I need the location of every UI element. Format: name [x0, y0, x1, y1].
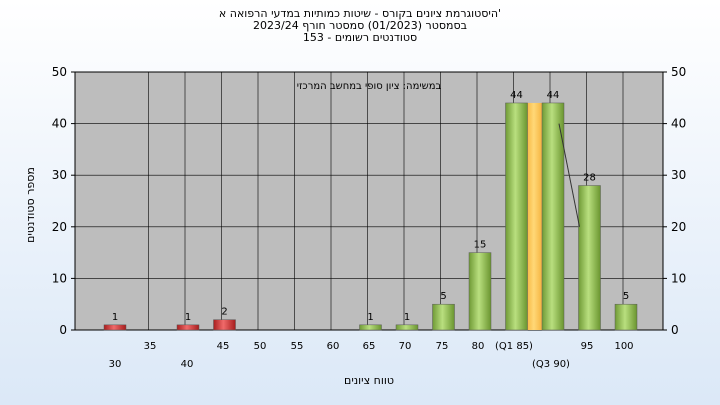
x-tick-label-lower: 30 [109, 359, 122, 370]
x-tick-label: 45 [217, 341, 230, 352]
x-tick-label: 80 [472, 341, 485, 352]
histogram-bar [614, 303, 638, 331]
bar-value-label: 1 [185, 312, 191, 323]
plot-area [74, 71, 664, 331]
chart-title-line: היסטוגרמת ציונים בקורס - שיטות כמותיות ב… [218, 7, 502, 20]
histogram-bar [505, 102, 528, 331]
x-tick-label: 60 [327, 341, 340, 352]
x-axis-title: טווח ציונים [344, 374, 394, 387]
histogram-bar [395, 324, 419, 331]
y-tick-label-right: 30 [671, 168, 686, 182]
histogram-bar [578, 185, 601, 331]
y-tick-label-right: 20 [671, 220, 686, 234]
bar-value-label: 1 [404, 312, 410, 323]
histogram-bar [432, 303, 455, 331]
y-tick-label: 20 [52, 220, 67, 234]
chart-subtitle: במשימה: ציון סופי במחשב המרכזי [297, 81, 442, 92]
x-tick-label-lower: 40 [181, 359, 194, 370]
y-tick-label-right: 0 [671, 323, 679, 337]
x-tick-label: 55 [291, 341, 304, 352]
quartile-band [525, 102, 544, 331]
x-tick-label: 35 [144, 341, 157, 352]
y-tick-label-right: 50 [671, 65, 686, 79]
bar-value-label: 5 [440, 291, 446, 302]
chart-title: היסטוגרמת ציונים בקורס - שיטות כמותיות ב… [0, 8, 720, 44]
x-tick-label: 65 [363, 341, 376, 352]
x-tick-label: 100 [614, 341, 633, 352]
histogram-bar [541, 102, 565, 331]
x-tick-label: 70 [399, 341, 412, 352]
histogram-bar [359, 324, 382, 331]
y-tick-label: 40 [52, 117, 67, 131]
bar-value-label: 15 [474, 240, 487, 251]
trend-line [558, 123, 580, 227]
y-tick-label: 50 [52, 65, 67, 79]
histogram-bar [468, 252, 492, 331]
x-tick-label: (Q1 85) [495, 341, 533, 352]
y-tick-label-right: 10 [671, 271, 686, 285]
chart-title-line: סטודנטים רשומים - 153 [302, 31, 418, 44]
y-tick-label-right: 40 [671, 117, 686, 131]
chart-title-line: בסמסטר (01/2023) סמסטר חורף 2023/24 [253, 19, 467, 32]
bar-value-label: 1 [112, 312, 118, 323]
bar-value-label: 1 [367, 312, 373, 323]
y-tick-label: 30 [52, 168, 67, 182]
x-tick-label: 50 [254, 341, 267, 352]
x-tick-label: 95 [581, 341, 594, 352]
y-axis-title: מספר סטודנטים [24, 167, 37, 243]
y-tick-label: 10 [52, 271, 67, 285]
x-tick-label-lower: (Q3 90) [532, 359, 570, 370]
histogram-bar [176, 324, 200, 331]
histogram-bar [103, 324, 127, 331]
bar-value-label: 5 [623, 291, 629, 302]
bar-value-label: 2 [221, 307, 227, 318]
histogram-bar [213, 319, 236, 331]
x-tick-label: 75 [436, 341, 449, 352]
y-tick-label: 0 [59, 323, 67, 337]
bar-value-label: 28 [583, 173, 596, 184]
bar-value-label: 44 [547, 90, 560, 101]
bar-value-label: 44 [510, 90, 523, 101]
